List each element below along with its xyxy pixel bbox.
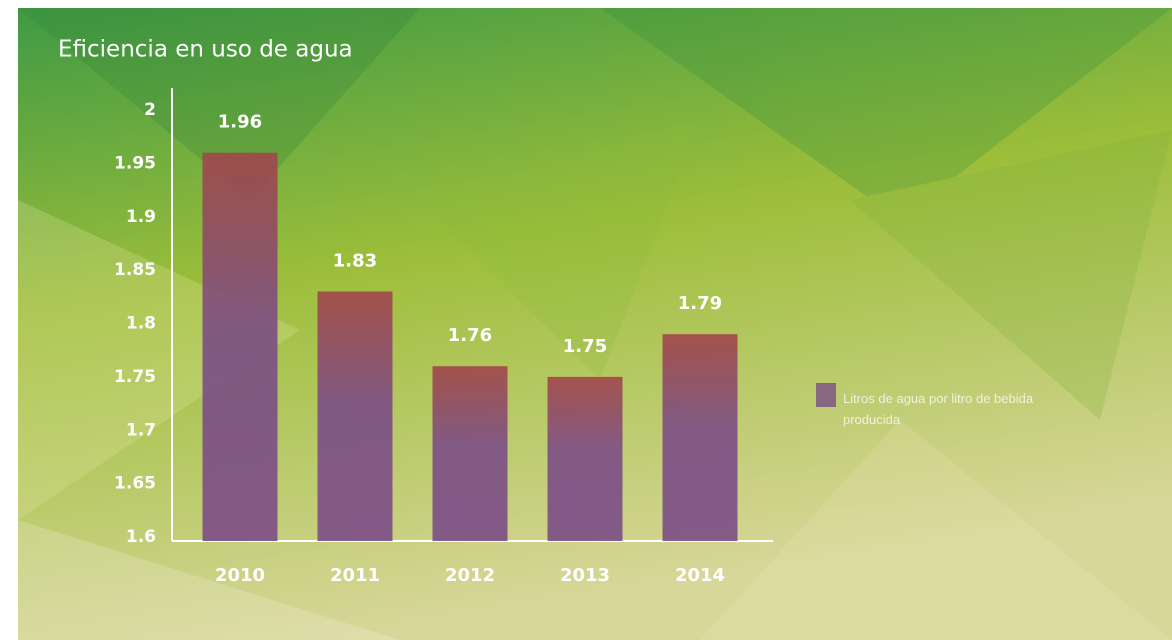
chart-title: Eficiencia en uso de agua — [58, 37, 353, 63]
y-tick-label: 1.9 — [126, 207, 156, 227]
value-label: 1.96 — [218, 112, 262, 133]
value-label: 1.79 — [678, 293, 722, 314]
polygons — [18, 8, 1172, 640]
legend-label: Litros de agua por litro de bebida produ… — [843, 391, 1034, 427]
value-label: 1.83 — [333, 250, 377, 271]
value-label: 1.76 — [448, 325, 492, 346]
bar — [317, 291, 393, 541]
y-tick-label: 1.95 — [114, 153, 156, 173]
y-tick-label: 1.75 — [114, 367, 156, 387]
y-tick-label: 1.8 — [126, 314, 156, 334]
y-tick-label: 2 — [144, 100, 156, 120]
bar — [662, 334, 738, 541]
x-tick-label: 2011 — [330, 565, 380, 586]
value-label: 1.75 — [563, 336, 607, 357]
bar — [432, 366, 508, 541]
x-tick-label: 2012 — [445, 565, 495, 586]
y-tick-label: 1.6 — [126, 527, 156, 547]
bar — [547, 376, 623, 541]
x-tick-label: 2010 — [215, 565, 265, 586]
bar — [202, 152, 278, 541]
y-tick-label: 1.85 — [114, 260, 156, 280]
x-tick-label: 2014 — [675, 565, 725, 586]
y-tick-label: 1.65 — [114, 474, 156, 494]
y-tick-label: 1.7 — [126, 420, 156, 440]
legend-swatch — [816, 383, 836, 407]
x-tick-label: 2013 — [560, 565, 610, 586]
